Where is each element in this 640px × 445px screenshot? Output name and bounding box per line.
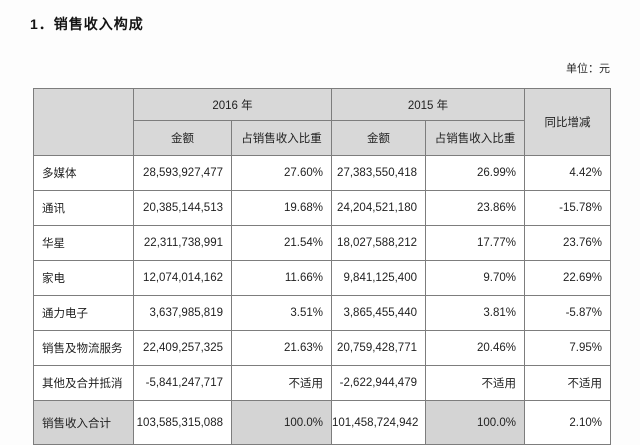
amount-2016-cell: 20,385,144,513: [133, 190, 232, 226]
amount-2015-cell: 3,865,455,440: [331, 295, 426, 331]
share-2015-cell: 9.70%: [425, 260, 525, 296]
table-row: 通力电子 3,637,985,819 3.51% 3,865,455,440 3…: [33, 295, 611, 331]
amount-2016-cell: 12,074,014,162: [133, 260, 232, 296]
segment-name-cell: 家电: [33, 260, 134, 296]
amount-2016-cell: 28,593,927,477: [133, 155, 232, 191]
share-2015-cell: 3.81%: [425, 295, 525, 331]
total-amount-2015-cell: 101,458,724,942: [331, 400, 426, 445]
share-2015-cell: 23.86%: [425, 190, 525, 226]
yoy-change-header: 同比增减: [524, 88, 611, 156]
share-2016-cell: 11.66%: [231, 260, 332, 296]
share-2016-cell: 19.68%: [231, 190, 332, 226]
amount-2016-cell: -5,841,247,717: [133, 365, 232, 401]
share-2016-cell: 27.60%: [231, 155, 332, 191]
share-2015-cell: 20.46%: [425, 330, 525, 366]
amount-2016-cell: 3,637,985,819: [133, 295, 232, 331]
table-row: 家电 12,074,014,162 11.66% 9,841,125,400 9…: [33, 260, 611, 296]
segment-name-cell: 其他及合并抵消: [33, 365, 134, 401]
table-row: 多媒体 28,593,927,477 27.60% 27,383,550,418…: [33, 155, 611, 191]
share-2016-cell: 3.51%: [231, 295, 332, 331]
share-2015-cell: 不适用: [425, 365, 525, 401]
amount-2015-cell: -2,622,944,479: [331, 365, 426, 401]
table-row: 华星 22,311,738,991 21.54% 18,027,588,212 …: [33, 225, 611, 261]
share-2016-cell: 21.54%: [231, 225, 332, 261]
revenue-composition-table: 2016 年 2015 年 同比增减 金额 占销售收入比重 金额 占销售收入比重…: [33, 88, 611, 445]
total-share-2015-cell: 100.0%: [425, 400, 525, 445]
amount-2016-cell: 22,409,257,325: [133, 330, 232, 366]
table-row: 销售及物流服务 22,409,257,325 21.63% 20,759,428…: [33, 330, 611, 366]
year-2015-header: 2015 年: [331, 88, 525, 121]
total-share-2016-cell: 100.0%: [231, 400, 332, 445]
total-row: 销售收入合计 103,585,315,088 100.0% 101,458,72…: [33, 400, 611, 445]
yoy-cell: 4.42%: [524, 155, 611, 191]
share-2015-cell: 26.99%: [425, 155, 525, 191]
amount-2016-cell: 22,311,738,991: [133, 225, 232, 261]
table-row: 通讯 20,385,144,513 19.68% 24,204,521,180 …: [33, 190, 611, 226]
section-title: 1．销售收入构成: [30, 16, 144, 32]
amount-2015-cell: 27,383,550,418: [331, 155, 426, 191]
amount-2015-cell: 18,027,588,212: [331, 225, 426, 261]
segment-name-cell: 华星: [33, 225, 134, 261]
share-2015-cell: 17.77%: [425, 225, 525, 261]
segment-name-cell: 多媒体: [33, 155, 134, 191]
total-label-cell: 销售收入合计: [33, 400, 134, 445]
corner-blank-cell: [33, 88, 134, 156]
amount-2016-header: 金额: [133, 120, 232, 156]
amount-2015-header: 金额: [331, 120, 426, 156]
header-row-metrics: 金额 占销售收入比重 金额 占销售收入比重: [34, 120, 611, 156]
amount-2015-cell: 9,841,125,400: [331, 260, 426, 296]
share-2016-header: 占销售收入比重: [231, 120, 332, 156]
header-row-years: 2016 年 2015 年 同比增减: [33, 88, 611, 156]
yoy-cell: -5.87%: [524, 295, 611, 331]
table-row: 其他及合并抵消 -5,841,247,717 不适用 -2,622,944,47…: [33, 365, 611, 401]
year-2016-header: 2016 年: [133, 88, 332, 121]
share-2015-header: 占销售收入比重: [425, 120, 525, 156]
amount-2015-cell: 20,759,428,771: [331, 330, 426, 366]
yoy-cell: 22.69%: [524, 260, 611, 296]
share-2016-cell: 21.63%: [231, 330, 332, 366]
total-yoy-cell: 2.10%: [524, 400, 611, 445]
yoy-cell: -15.78%: [524, 190, 611, 226]
segment-name-cell: 通力电子: [33, 295, 134, 331]
total-amount-2016-cell: 103,585,315,088: [133, 400, 232, 445]
amount-2015-cell: 24,204,521,180: [331, 190, 426, 226]
yoy-cell: 不适用: [524, 365, 611, 401]
segment-name-cell: 通讯: [33, 190, 134, 226]
share-2016-cell: 不适用: [231, 365, 332, 401]
yoy-cell: 23.76%: [524, 225, 611, 261]
unit-note: 单位：元: [566, 63, 610, 75]
yoy-cell: 7.95%: [524, 330, 611, 366]
segment-name-cell: 销售及物流服务: [33, 330, 134, 366]
